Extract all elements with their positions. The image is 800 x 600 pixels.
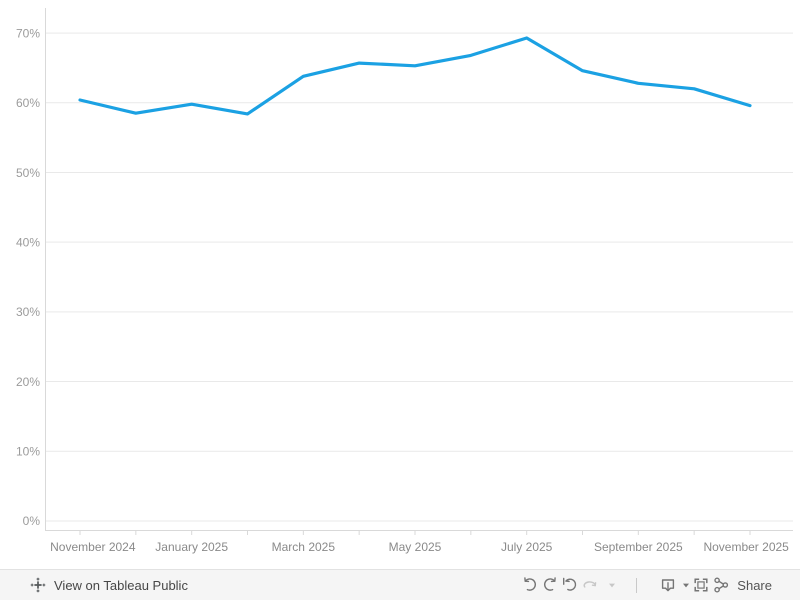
download-button[interactable] (658, 573, 691, 597)
line-chart[interactable]: 0% 10% 20% 30% 40% 50% 60% 70% November 2024 Janu… (0, 0, 800, 569)
undo-button[interactable] (520, 573, 540, 597)
undo-icon (524, 577, 537, 591)
fullscreen-button[interactable] (691, 573, 711, 597)
replay-button[interactable] (560, 573, 580, 597)
share-label: Share (737, 577, 772, 593)
y-tick-label: 10% (16, 445, 40, 459)
x-tick-label: November 2025 (703, 540, 789, 554)
y-tick-label: 0% (23, 514, 41, 528)
view-on-tableau-public-link[interactable]: View on Tableau Public (30, 577, 188, 593)
tableau-logo-icon (30, 577, 46, 593)
redo-icon (544, 577, 557, 591)
download-icon (662, 579, 675, 592)
x-tick-label: May 2025 (389, 540, 442, 554)
caret-down-icon (681, 580, 691, 590)
y-tick-label: 70% (16, 26, 40, 40)
y-tick-label: 30% (16, 305, 40, 319)
refresh-icon (583, 581, 597, 588)
x-tick-label: March 2025 (272, 540, 336, 554)
y-tick-label: 20% (16, 375, 40, 389)
tableau-toolbar: View on Tableau Public (0, 569, 800, 600)
x-tick-label: July 2025 (501, 540, 553, 554)
toolbar-tools: Share (520, 573, 772, 597)
toolbar-separator (636, 577, 638, 593)
y-tick-label: 40% (16, 235, 40, 249)
view-on-tableau-public-label: View on Tableau Public (54, 577, 188, 593)
tableau-viz-area: 0% 10% 20% 30% 40% 50% 60% 70% November 2024 Janu… (0, 0, 800, 569)
x-tick-label: January 2025 (155, 540, 228, 554)
x-tick-label: November 2024 (50, 540, 136, 554)
x-tick-label: September 2025 (594, 540, 683, 554)
data-line[interactable] (78, 36, 752, 116)
refresh-button[interactable] (580, 573, 617, 597)
fullscreen-icon (694, 578, 708, 592)
replay-icon (563, 577, 577, 591)
share-icon (714, 577, 729, 593)
share-button[interactable]: Share (711, 573, 772, 597)
y-tick-label: 50% (16, 166, 40, 180)
redo-button[interactable] (540, 573, 560, 597)
caret-down-icon (607, 580, 617, 590)
y-tick-label: 60% (16, 96, 40, 110)
